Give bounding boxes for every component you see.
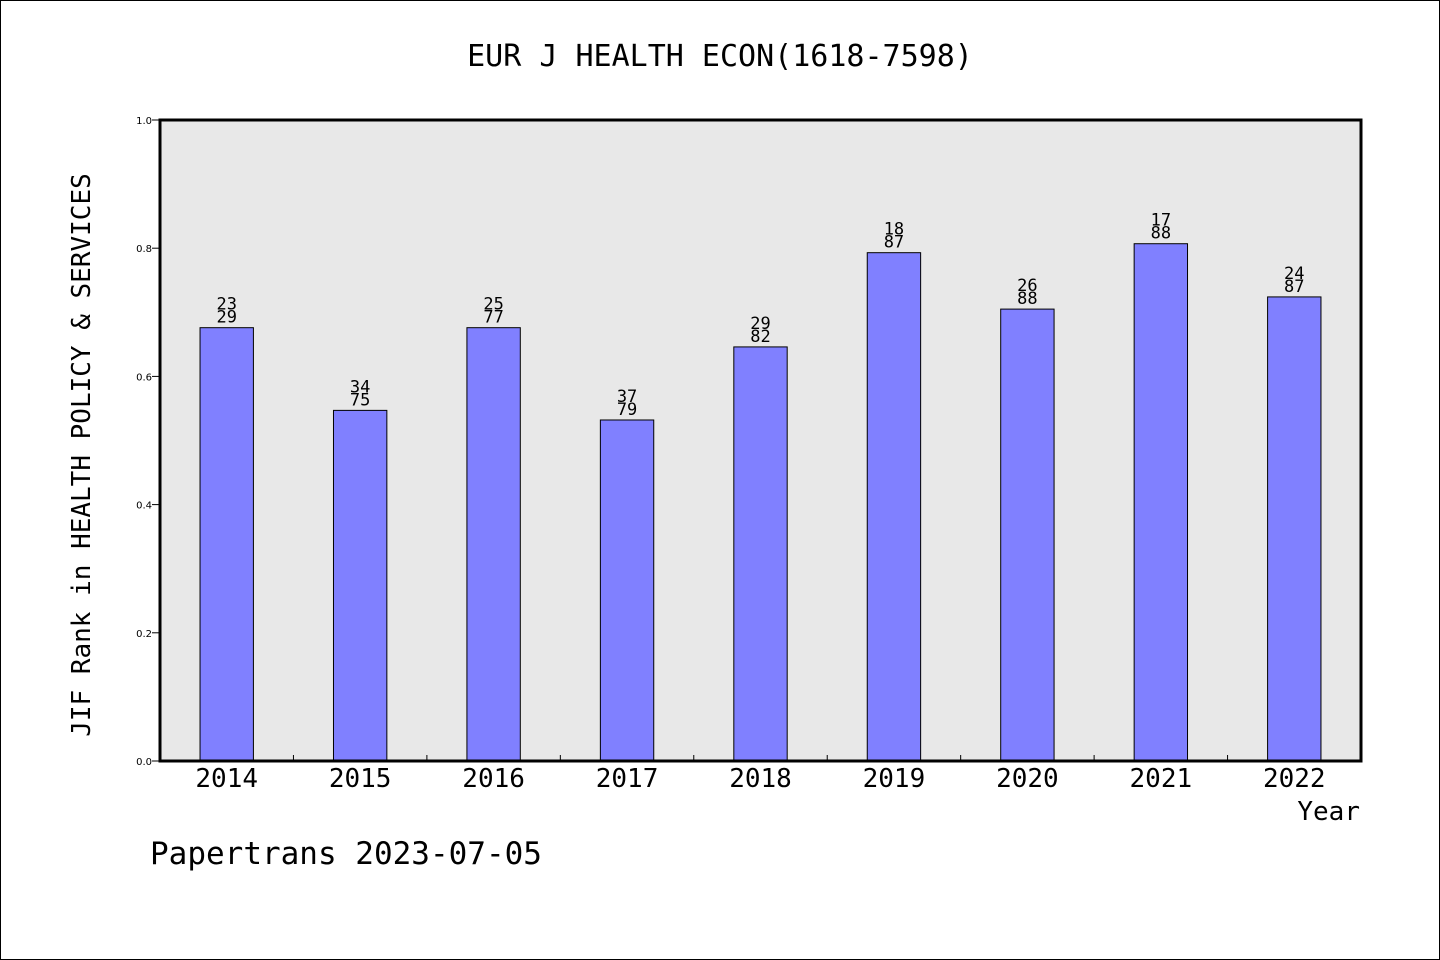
plot-border [158,118,1363,763]
chart-title: EUR J HEALTH ECON(1618-7598) [467,39,973,74]
bar-rank-label: 34 [350,377,370,397]
x-tick-label: 2016 [462,764,525,794]
x-tick-label: 2014 [195,764,258,794]
y-axis-label: JIF Rank in HEALTH POLICY & SERVICES [67,173,97,737]
bar-2020 [1000,308,1055,762]
x-tick-label: 2022 [1263,764,1326,794]
bar-2019 [866,252,922,762]
y-tick-label: 0.4 [136,501,152,512]
bar-rank-label: 24 [1284,264,1304,284]
bar-2015 [332,409,388,762]
bar-2018 [733,346,788,762]
bar-total-label: 79 [617,400,637,420]
bar-total-label: 88 [1151,224,1171,244]
x-tick-label: 2020 [996,764,1059,794]
bar-rank-label: 26 [1017,276,1037,296]
x-tick-label: 2015 [329,764,392,794]
bar-rank-label: 37 [617,387,637,407]
y-tick-label: 0.8 [136,244,152,255]
y-tick-label: 0.6 [136,372,152,383]
x-tick-label: 2021 [1130,764,1193,794]
x-tick-label: 2017 [596,764,659,794]
y-axis: 0.0 0.2 0.4 0.6 0.8 1.0 [136,116,160,768]
bar-total-label: 88 [1017,289,1037,309]
bar-2017 [599,419,655,762]
bar-total-label: 87 [1284,277,1304,297]
bar-2014 [199,327,254,762]
bar-total-label: 82 [750,327,770,347]
bar-2021 [1133,243,1189,762]
y-tick-label: 0.2 [136,629,152,640]
x-axis-label: Year [1297,797,1360,827]
bar-2022 [1267,296,1322,762]
bar-total-label: 77 [483,308,503,328]
footer-watermark: Papertrans 2023-07-05 [150,836,542,872]
bar-rank-label: 17 [1151,211,1171,231]
bar-rank-label: 29 [750,314,770,334]
y-tick-label: 0.0 [136,757,152,768]
bar-rank-label: 25 [483,295,503,315]
bar-total-label: 29 [216,308,236,328]
x-tick-label: 2019 [863,764,926,794]
bar-total-label: 87 [884,233,904,253]
y-tick-label: 1.0 [136,116,152,127]
bar-2016 [466,327,521,762]
x-tick-label: 2018 [729,764,792,794]
x-axis: 2014 2015 2016 2017 2018 2019 2020 2021 2022 [195,755,1326,794]
bar-rank-label: 23 [216,295,236,315]
bar-total-label: 75 [350,390,370,410]
bar-rank-label: 18 [884,220,904,240]
